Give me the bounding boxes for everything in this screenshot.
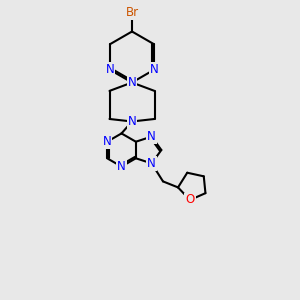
Text: O: O bbox=[185, 194, 195, 206]
Text: N: N bbox=[117, 160, 126, 173]
Text: Br: Br bbox=[125, 6, 139, 19]
Text: N: N bbox=[128, 76, 136, 89]
Text: N: N bbox=[106, 63, 114, 76]
Text: N: N bbox=[147, 157, 156, 170]
Text: N: N bbox=[147, 130, 156, 143]
Text: N: N bbox=[128, 115, 136, 128]
Text: N: N bbox=[103, 135, 112, 148]
Text: N: N bbox=[150, 63, 158, 76]
